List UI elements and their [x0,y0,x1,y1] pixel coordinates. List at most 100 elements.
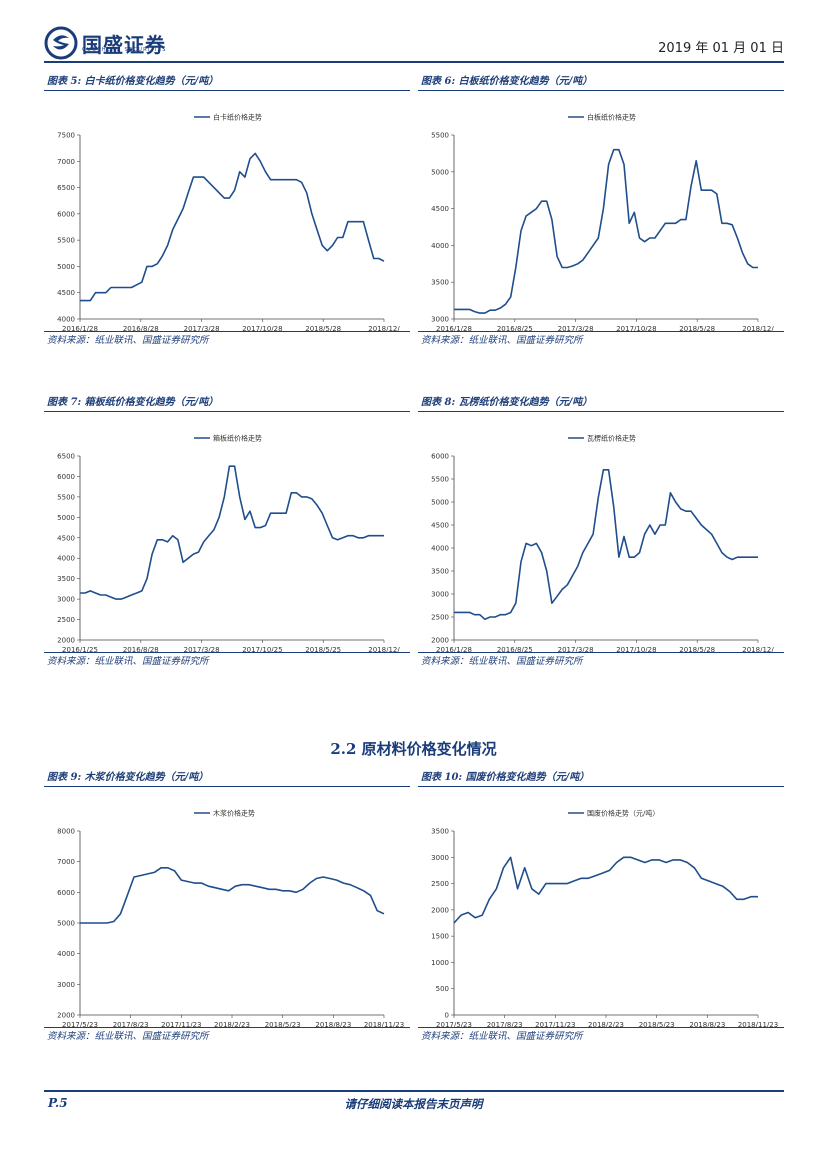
figure-5: 图表 5: 白卡纸价格变化趋势（元/吨） 白卡纸价格走势 4000 4500 5000… [44,74,410,348]
y-tick-label: 4000 [57,316,75,324]
x-tick-label: 2018/12/ [742,646,774,652]
line-chart: 国废价格走势（元/吨） 0 500 1000 1500 2000 2500 3000 3500 2… [431,809,778,1028]
line-chart: 木浆价格走势 2000 3000 4000 5000 6000 7000 8000 2017/5… [57,809,404,1028]
legend-label: 白板纸价格走势 [587,113,636,122]
legend-label: 箱板纸价格走势 [213,434,262,443]
x-tick-label: 2018/5/28 [305,325,341,331]
x-tick-label: 2017/10/28 [242,325,282,331]
x-tick-label: 2017/11/23 [535,1021,575,1027]
x-tick-label: 2018/12/ [368,325,400,331]
y-tick-label: 5500 [57,237,75,245]
x-tick-label: 2017/11/23 [161,1021,201,1027]
y-tick-label: 5500 [431,132,449,140]
y-tick-label: 1500 [431,933,449,941]
y-tick-label: 3000 [431,316,449,324]
x-tick-label: 2016/1/28 [62,325,98,331]
figure-title: 图表 5: 白卡纸价格变化趋势（元/吨） [44,74,410,91]
x-tick-label: 2018/5/25 [305,646,341,652]
y-tick-label: 6500 [57,453,75,461]
x-tick-label: 2018/8/23 [315,1021,351,1027]
company-name: 国盛证券 [82,32,166,57]
chart-container: 白板纸价格走势 3000 3500 4000 4500 5000 5500 2016/1/28… [418,91,784,332]
chart-container: 瓦楞纸价格走势 2000 2500 3000 3500 4000 4500 5000 5500 6… [418,412,784,653]
x-tick-label: 2018/2/23 [588,1021,624,1027]
y-tick-label: 5500 [431,476,449,484]
disclaimer-note: 请仔细阅读本报告末页声明 [344,1097,483,1111]
figure-source: 资料来源：纸业联讯、国盛证券研究所 [418,1027,784,1044]
figure-8: 图表 8: 瓦楞纸价格变化趋势（元/吨） 瓦楞纸价格走势 2000 2500 3000… [418,395,784,669]
y-tick-label: 8000 [57,828,75,836]
y-tick-label: 4500 [431,205,449,213]
legend-label: 木浆价格走势 [213,809,255,818]
header-divider [44,61,784,63]
y-tick-label: 4000 [431,545,449,553]
x-tick-label: 2017/10/28 [616,646,656,652]
x-tick-label: 2018/12/ [368,646,400,652]
series-line [80,867,385,924]
figure-title: 图表 10: 国废价格变化趋势（元/吨） [418,770,784,787]
line-chart: 白卡纸价格走势 4000 4500 5000 5500 6000 6500 7000 7500 2… [57,113,400,332]
y-tick-label: 2000 [431,637,449,645]
series-line [454,468,758,621]
y-tick-label: 6500 [57,184,75,192]
line-chart: 箱板纸价格走势 2000 2500 3000 3500 4000 4500 5000 5500 6… [57,434,400,653]
x-tick-label: 2018/5/23 [639,1021,675,1027]
x-tick-label: 2016/8/28 [123,646,159,652]
line-chart: 瓦楞纸价格走势 2000 2500 3000 3500 4000 4500 5000 5500 6… [431,434,774,653]
x-tick-label: 2017/10/25 [242,646,282,652]
figure-7: 图表 7: 箱板纸价格变化趋势（元/吨） 箱板纸价格走势 2000 2500 3000… [44,395,410,669]
figure-source: 资料来源：纸业联讯、国盛证券研究所 [418,652,784,669]
x-tick-label: 2018/11/23 [364,1021,404,1027]
line-chart: 白板纸价格走势 3000 3500 4000 4500 5000 5500 2016/1/28… [431,113,774,332]
y-tick-label: 3000 [57,596,75,604]
figure-6: 图表 6: 白板纸价格变化趋势（元/吨） 白板纸价格走势 3000 3500 4000… [418,74,784,348]
legend-label: 国废价格走势（元/吨） [587,809,659,818]
figure-source: 资料来源：纸业联讯、国盛证券研究所 [44,1027,410,1044]
figure-source: 资料来源：纸业联讯、国盛证券研究所 [44,652,410,669]
x-tick-label: 2017/5/23 [436,1021,472,1027]
logo-icon [44,26,78,60]
x-tick-label: 2018/5/28 [679,325,715,331]
figure-title: 图表 6: 白板纸价格变化趋势（元/吨） [418,74,784,91]
footer-divider [44,1090,784,1092]
y-tick-label: 5000 [431,168,449,176]
y-tick-label: 3000 [57,981,75,989]
y-tick-label: 3500 [431,568,449,576]
y-tick-label: 2500 [431,880,449,888]
y-tick-label: 3500 [57,575,75,583]
y-tick-label: 7000 [57,858,75,866]
legend-label: 白卡纸价格走势 [213,113,262,122]
figure-source: 资料来源：纸业联讯、国盛证券研究所 [44,331,410,348]
y-tick-label: 3000 [431,854,449,862]
legend-label: 瓦楞纸价格走势 [587,434,636,443]
y-tick-label: 5000 [431,499,449,507]
x-tick-label: 2018/8/23 [689,1021,725,1027]
y-tick-label: 4000 [431,242,449,250]
section-title: 2.2 原材料价格变化情况 [330,740,497,758]
x-tick-label: 2017/3/28 [184,646,220,652]
company-logo: 国盛证券 [44,26,166,60]
x-tick-label: 2016/1/28 [436,325,472,331]
series-line [453,856,758,924]
y-tick-label: 4500 [57,534,75,542]
company-name-en: GUOSHENG SECURITIES [82,47,167,53]
chart-container: 白卡纸价格走势 4000 4500 5000 5500 6000 6500 7000 7500 2… [44,91,410,332]
series-line [80,465,384,600]
y-tick-label: 3500 [431,279,449,287]
x-tick-label: 2017/10/28 [616,325,656,331]
x-tick-label: 2016/8/25 [497,646,533,652]
y-tick-label: 0 [445,1012,449,1020]
x-tick-label: 2016/1/25 [62,646,98,652]
y-tick-label: 5500 [57,493,75,501]
figure-10: 图表 10: 国废价格变化趋势（元/吨） 国废价格走势（元/吨） 0 500 1000… [418,770,784,1044]
page-number: P.5 [48,1096,68,1110]
y-tick-label: 2000 [57,1012,75,1020]
y-tick-label: 3000 [431,591,449,599]
x-tick-label: 2016/8/25 [497,325,533,331]
series-line [80,152,385,302]
figure-title: 图表 8: 瓦楞纸价格变化趋势（元/吨） [418,395,784,412]
y-tick-label: 5000 [57,514,75,522]
report-date: 2019 年 01 月 01 日 [658,41,784,56]
figure-9: 图表 9: 木浆价格变化趋势（元/吨） 木浆价格走势 2000 3000 4000 50… [44,770,410,1044]
figure-title: 图表 9: 木浆价格变化趋势（元/吨） [44,770,410,787]
